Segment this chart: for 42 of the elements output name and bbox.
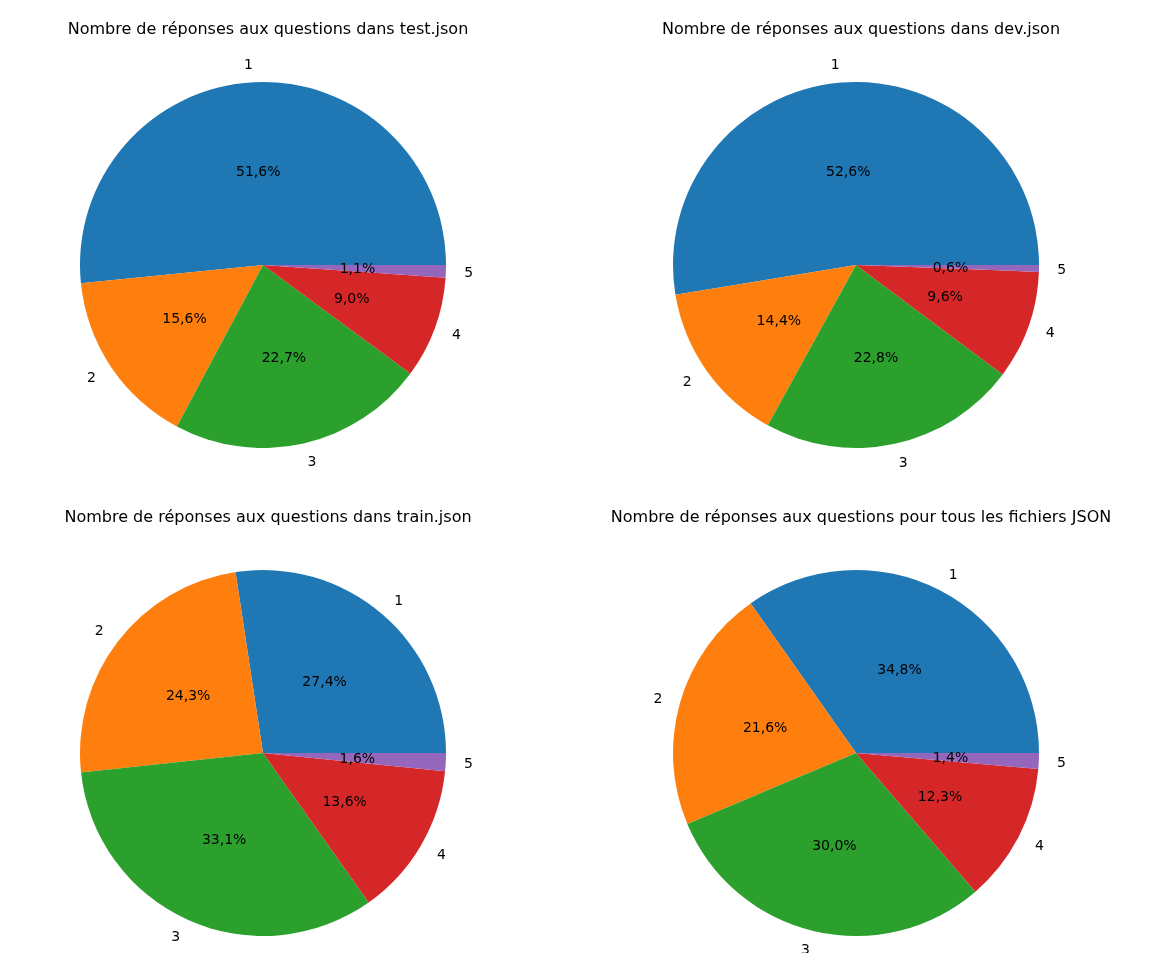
- data-label: 15,6%: [162, 309, 207, 326]
- slice-label: 5: [464, 755, 473, 772]
- slice-label: 5: [464, 263, 474, 280]
- slice-label: 1: [830, 56, 840, 73]
- data-label: 13,6%: [322, 792, 367, 809]
- data-label: 22,8%: [853, 349, 899, 366]
- slice-label: 3: [171, 928, 181, 945]
- slice-label: 5: [1057, 753, 1067, 770]
- chart-title: Nombre de réponses aux questions dans dev.json: [661, 18, 1061, 38]
- slice-label: 2: [86, 369, 96, 386]
- data-label: 1,6%: [339, 749, 376, 766]
- data-label: 14,4%: [756, 311, 802, 328]
- data-label: 9,0%: [333, 289, 370, 306]
- data-label: 22,7%: [261, 349, 307, 366]
- slice-label: 4: [1035, 836, 1045, 853]
- chart-title: Nombre de réponses aux questions pour tous les fichiers JSON: [610, 506, 1112, 526]
- slice-label: 2: [94, 622, 104, 639]
- slice-label: 2: [653, 689, 663, 706]
- slice-label: 4: [1045, 324, 1055, 340]
- slice-label: 4: [451, 326, 461, 343]
- slice-label: 2: [682, 373, 692, 390]
- data-label: 0,6%: [932, 258, 969, 275]
- data-label: 33,1%: [201, 831, 247, 848]
- slice-label: 3: [898, 453, 908, 470]
- data-label: 34,8%: [877, 661, 922, 678]
- chart-title: Nombre de réponses aux questions dans test.json: [67, 18, 469, 38]
- chart-title: Nombre de réponses aux questions dans train.json: [64, 506, 472, 526]
- data-label: 12,3%: [917, 788, 963, 805]
- slice-label: 1: [243, 55, 253, 72]
- data-label: 21,6%: [742, 718, 788, 735]
- slice-label: 4: [436, 846, 446, 863]
- data-label: 9,6%: [927, 288, 963, 305]
- data-label: 24,3%: [165, 687, 211, 704]
- data-label: 1,4%: [932, 749, 969, 766]
- data-label: 51,6%: [236, 162, 281, 179]
- slice-label: 5: [1057, 260, 1067, 277]
- slice-label: 1: [394, 592, 404, 609]
- data-label: 52,6%: [826, 162, 871, 179]
- slice-label: 1: [948, 566, 958, 583]
- data-label: 27,4%: [302, 673, 347, 690]
- data-label: 30,0%: [812, 837, 857, 853]
- slice-label: 3: [307, 453, 317, 470]
